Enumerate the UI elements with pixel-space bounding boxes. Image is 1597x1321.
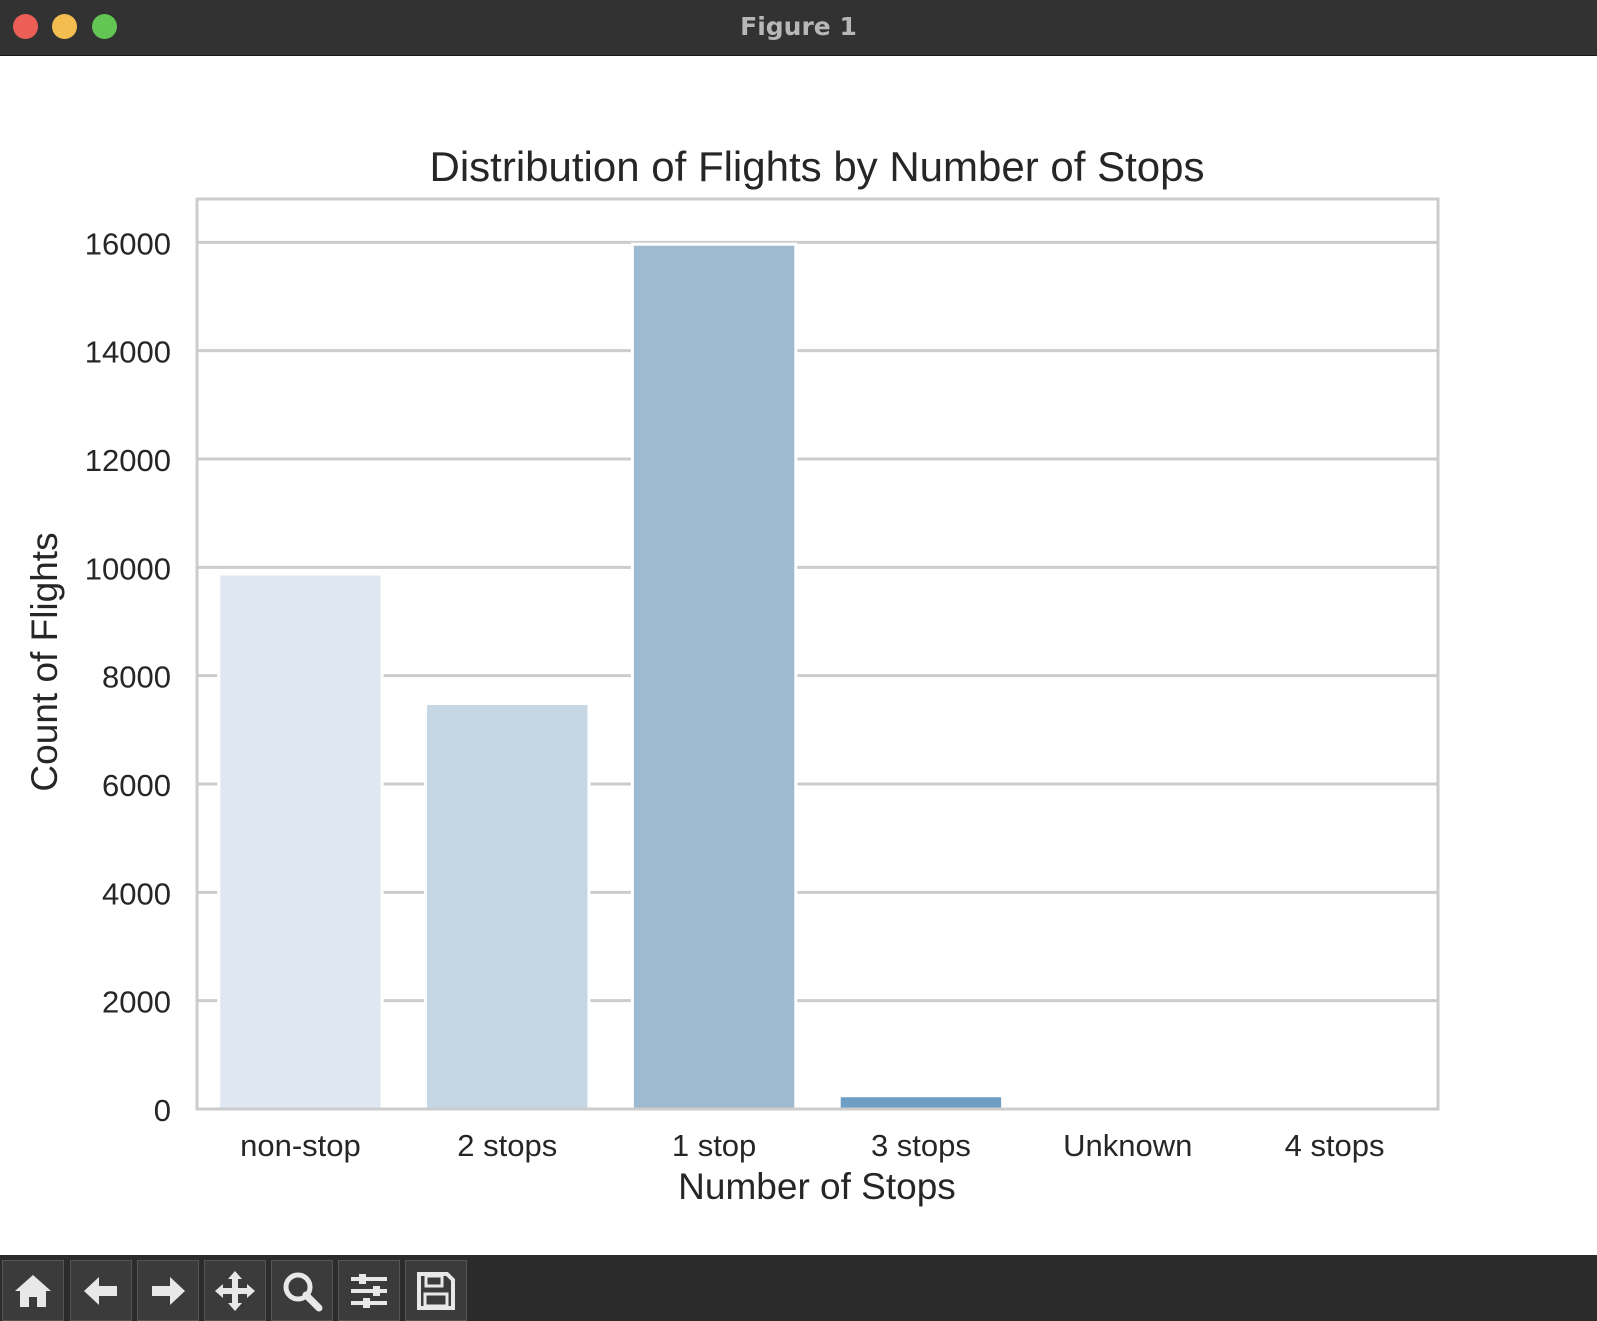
floppy-disk-icon	[417, 1271, 455, 1310]
magnifier-icon	[283, 1272, 323, 1311]
configure-subplots-button[interactable]	[338, 1260, 400, 1321]
y-tick-label: 4000	[102, 876, 171, 911]
x-tick-label: 4 stops	[1285, 1128, 1385, 1163]
arrow-left-icon	[84, 1276, 117, 1305]
bar-3-stops	[837, 1094, 1005, 1111]
y-tick-label: 14000	[85, 335, 171, 370]
minimize-window-button[interactable]	[52, 14, 77, 39]
back-button[interactable]	[70, 1260, 132, 1321]
chart-title: Distribution of Flights by Number of Sto…	[430, 143, 1205, 190]
close-window-button[interactable]	[13, 14, 38, 39]
x-tick-label: 1 stop	[672, 1128, 756, 1163]
bar-chart: 0 2000 4000 6000 8000 10000 12000 14000 16000 non…	[24, 143, 1440, 1207]
sliders-icon	[351, 1273, 387, 1308]
forward-button[interactable]	[137, 1260, 199, 1321]
y-tick-label: 16000	[85, 226, 171, 261]
home-button[interactable]	[2, 1260, 64, 1321]
window-titlebar: Figure 1	[0, 0, 1597, 56]
zoom-button[interactable]	[271, 1260, 333, 1321]
move-icon	[215, 1270, 255, 1311]
y-axis-label: Count of Flights	[24, 532, 65, 791]
home-icon	[15, 1274, 51, 1307]
y-tick-label: 0	[154, 1093, 171, 1128]
y-tick-label: 6000	[102, 768, 171, 803]
x-tick-label: 3 stops	[871, 1128, 971, 1163]
axes-frame	[195, 197, 1440, 1111]
bar-2-stops	[424, 702, 591, 1111]
y-tick-label: 12000	[85, 443, 171, 478]
window-title: Figure 1	[740, 12, 857, 41]
pan-button[interactable]	[204, 1260, 266, 1321]
zoom-window-button[interactable]	[92, 14, 117, 39]
y-tick-label: 8000	[102, 660, 171, 695]
x-tick-label: Unknown	[1063, 1128, 1192, 1163]
figure-canvas: 0 2000 4000 6000 8000 10000 12000 14000 16000 non…	[0, 56, 1597, 1255]
y-tick-label: 2000	[102, 985, 171, 1020]
arrow-right-icon	[152, 1276, 185, 1305]
x-axis-label: Number of Stops	[678, 1166, 956, 1207]
x-tick-label: 2 stops	[457, 1128, 557, 1163]
bar-1-stop	[630, 242, 798, 1111]
navigation-toolbar	[0, 1255, 1597, 1321]
y-tick-label: 10000	[85, 551, 171, 586]
bar-non-stop	[217, 572, 384, 1111]
x-tick-label: non-stop	[240, 1128, 361, 1163]
save-button[interactable]	[405, 1260, 467, 1321]
